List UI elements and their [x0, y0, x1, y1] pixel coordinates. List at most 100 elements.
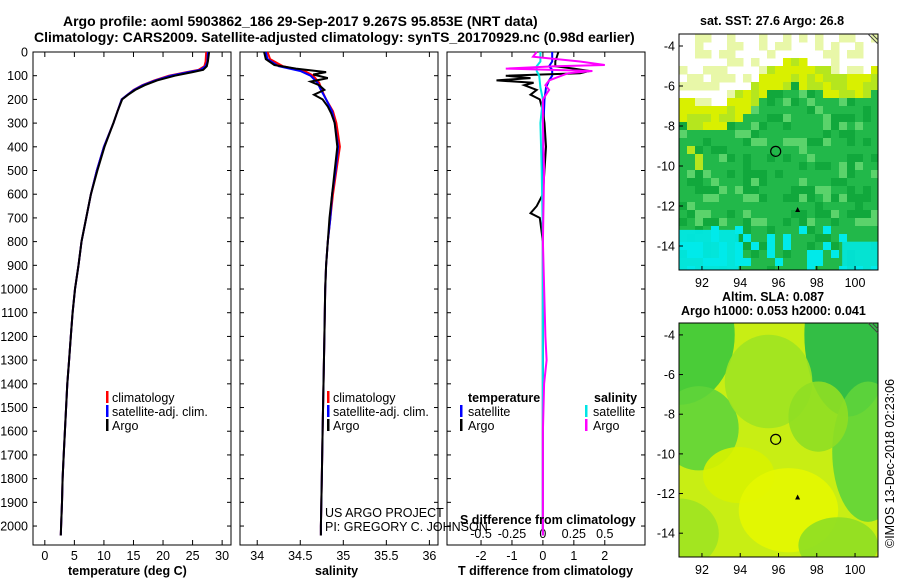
- sla-blob: [679, 323, 735, 405]
- sst-cell: [863, 218, 872, 227]
- sst-cell: [871, 218, 878, 227]
- sst-cell: [759, 90, 768, 99]
- corner-marker: [867, 322, 879, 334]
- sst-cell: [703, 114, 712, 123]
- sla-blob: [798, 517, 878, 557]
- sst-cell: [775, 106, 784, 115]
- sst-cell: [855, 74, 864, 83]
- sst-cell: [839, 146, 848, 155]
- sst-cell: [743, 258, 752, 267]
- sst-cell: [791, 162, 800, 171]
- sst-cell: [791, 178, 800, 187]
- sst-cell: [799, 258, 808, 267]
- sst-cell: [743, 122, 752, 131]
- sst-cell: [807, 146, 816, 155]
- sst-cell: [783, 242, 792, 251]
- map-y-tick-label: -10: [657, 160, 675, 174]
- sst-cell: [823, 154, 832, 163]
- sst-cell: [767, 66, 776, 75]
- sst-cell: [847, 226, 856, 235]
- sst-cell: [743, 266, 752, 270]
- pi-annotation: PI: GREGORY C. JOHNSON: [325, 520, 488, 534]
- sst-cell: [791, 114, 800, 123]
- sst-cell: [783, 162, 792, 171]
- map-y-tick-label: -14: [657, 240, 675, 254]
- sst-cell: [759, 98, 768, 107]
- sst-cell: [727, 50, 736, 59]
- sst-cell: [719, 194, 728, 203]
- sst-cell: [823, 258, 832, 267]
- legend-argo-swatch: [327, 419, 330, 431]
- sst-cell: [855, 234, 864, 243]
- sst-cell: [679, 66, 688, 75]
- sst-cell: [775, 234, 784, 243]
- depth-tick-label: 200: [7, 93, 28, 107]
- sst-cell: [783, 90, 792, 99]
- sst-cell: [871, 146, 878, 155]
- sst-cell: [727, 186, 736, 195]
- legend-climatology-label: climatology: [333, 391, 396, 405]
- sst-cell: [719, 210, 728, 219]
- sst-cell: [815, 250, 824, 259]
- sst-cell: [759, 122, 768, 131]
- sst-cell: [767, 234, 776, 243]
- sst-cell: [767, 186, 776, 195]
- sst-cell: [799, 146, 808, 155]
- sst-cell: [831, 74, 840, 83]
- sst-cell: [799, 58, 808, 67]
- sst-cell: [791, 58, 800, 67]
- sst-cell: [775, 186, 784, 195]
- sst-cell: [703, 210, 712, 219]
- difference-panel-frame: [446, 51, 646, 546]
- sst-cell: [719, 178, 728, 187]
- sst-cell: [847, 34, 856, 43]
- sst-cell: [767, 266, 776, 270]
- sst-cell: [823, 130, 832, 139]
- sst-cell: [791, 210, 800, 219]
- sst-cell: [759, 226, 768, 235]
- sla-blob: [679, 498, 719, 557]
- sst-cell: [839, 178, 848, 187]
- sst-cell: [815, 42, 824, 51]
- sst-cell: [863, 130, 872, 139]
- sst-cell: [847, 234, 856, 243]
- sst-cell: [751, 106, 760, 115]
- sst-cell: [719, 114, 728, 123]
- sst-cell: [815, 74, 824, 83]
- sst-cell: [719, 218, 728, 227]
- x-tick-label: 15: [127, 549, 141, 563]
- sst-cell: [807, 154, 816, 163]
- sst-cell: [847, 218, 856, 227]
- sst-cell: [735, 98, 744, 107]
- map-y-tick-label: -14: [657, 527, 675, 541]
- sst-cell: [727, 218, 736, 227]
- sla-blob: [788, 381, 849, 452]
- sst-cell: [831, 202, 840, 211]
- sst-cell: [743, 74, 752, 83]
- sst-cell: [799, 122, 808, 131]
- sst-cell: [799, 178, 808, 187]
- sst-cell: [791, 66, 800, 75]
- sst-cell: [831, 266, 840, 270]
- sst-cell: [871, 202, 878, 211]
- map-x-tick-label: 100: [845, 563, 866, 577]
- sst-cell: [839, 98, 848, 107]
- sst-cell: [807, 186, 816, 195]
- series-line-satellite-adj-clim-: [59, 51, 209, 536]
- sst-cell: [735, 186, 744, 195]
- sst-cell: [703, 50, 712, 59]
- sst-cell: [775, 42, 784, 51]
- sst-cell: [855, 130, 864, 139]
- map-y-tick-label: -6: [664, 368, 675, 382]
- sst-cell: [687, 122, 696, 131]
- sst-cell: [831, 138, 840, 147]
- sst-cell: [871, 194, 878, 203]
- s-tick-label: 0.25: [562, 527, 586, 541]
- sst-cell: [767, 82, 776, 91]
- sst-cell: [767, 210, 776, 219]
- sst-cell: [751, 250, 760, 259]
- sst-cell: [823, 202, 832, 211]
- sst-cell: [695, 154, 704, 163]
- sst-cell: [855, 226, 864, 235]
- sst-cell: [727, 194, 736, 203]
